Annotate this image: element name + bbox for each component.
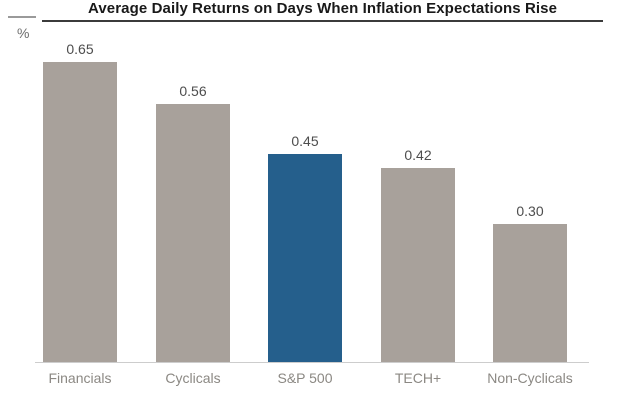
x-axis-line bbox=[35, 362, 589, 363]
bar-non-cyclicals bbox=[493, 224, 567, 362]
bar-tech- bbox=[381, 168, 455, 362]
x-axis-label: Financials bbox=[48, 370, 112, 386]
bar-financials bbox=[43, 62, 117, 362]
x-axis-label: TECH+ bbox=[394, 370, 442, 386]
x-axis-label: S&P 500 bbox=[277, 370, 333, 386]
bar-value-label: 0.45 bbox=[291, 133, 319, 149]
x-axis-label: Non-Cyclicals bbox=[487, 370, 573, 386]
bar-value-label: 0.42 bbox=[404, 147, 432, 163]
chart-title: Average Daily Returns on Days When Infla… bbox=[87, 0, 558, 17]
bar-value-label: 0.56 bbox=[179, 83, 207, 99]
bar-value-label: 0.65 bbox=[66, 41, 94, 57]
y-axis-unit-label: % bbox=[17, 25, 30, 41]
bar-cyclicals bbox=[156, 104, 230, 362]
bar-s-p-500 bbox=[268, 154, 342, 362]
y-axis-top-tick bbox=[8, 16, 36, 18]
chart-title-block: Average Daily Returns on Days When Infla… bbox=[42, 0, 603, 22]
bar-value-label: 0.30 bbox=[516, 203, 544, 219]
x-axis-label: Cyclicals bbox=[165, 370, 221, 386]
